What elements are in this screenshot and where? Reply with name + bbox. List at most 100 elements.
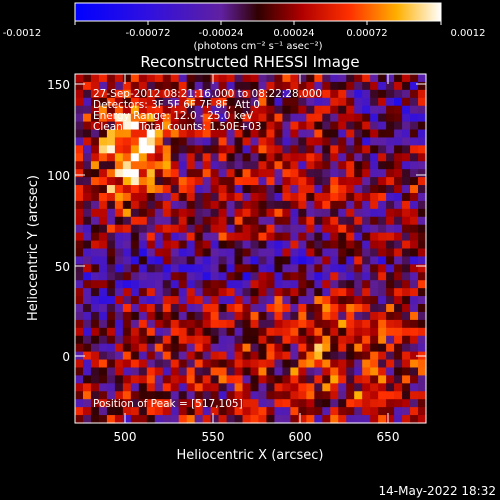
heatmap-cell (170, 129, 180, 139)
heatmap-cell (330, 248, 339, 258)
heatmap-cell (394, 399, 403, 408)
heatmap-cell (82, 272, 92, 281)
heatmap-cell (146, 240, 156, 250)
heatmap-cell (314, 288, 323, 297)
heatmap-cell (258, 319, 268, 329)
heatmap-cell (202, 113, 212, 123)
heatmap-cell (82, 161, 92, 170)
heatmap-cell (82, 177, 92, 186)
heatmap-cell (226, 335, 236, 345)
heatmap-cell (122, 248, 132, 258)
heatmap-cell (242, 343, 252, 353)
heatmap-cell (354, 248, 363, 258)
heatmap-cell (330, 319, 339, 329)
heatmap-cell (402, 81, 411, 91)
heatmap-cell (274, 137, 284, 146)
heatmap-cell (170, 240, 180, 250)
heatmap-cell (394, 89, 403, 99)
heatmap-cell (362, 121, 371, 131)
heatmap-cell (378, 145, 387, 154)
heatmap-cell (146, 367, 156, 377)
heatmap-cell (298, 113, 307, 123)
heatmap-cell (82, 327, 92, 337)
heatmap-cell (266, 74, 276, 83)
heatmap-cell (386, 264, 395, 273)
heatmap-cell (75, 240, 84, 250)
heatmap-cell (186, 177, 196, 186)
heatmap-cell (266, 407, 276, 416)
heatmap-cell (314, 192, 323, 202)
heatmap-cell (98, 129, 108, 139)
heatmap-cell (82, 105, 92, 115)
heatmap-cell (314, 335, 323, 345)
heatmap-cell (378, 343, 387, 353)
heatmap-cell (202, 161, 212, 170)
heatmap-cell (402, 375, 411, 384)
heatmap-cell (402, 415, 411, 424)
heatmap-cell (362, 272, 371, 281)
heatmap-cell (162, 97, 172, 107)
heatmap-cell (418, 343, 427, 353)
heatmap-cell (386, 224, 395, 234)
heatmap-cell (290, 169, 299, 178)
heatmap-cell (226, 327, 236, 337)
heatmap-cell (354, 192, 363, 202)
heatmap-cell (330, 113, 339, 123)
heatmap-cell (338, 208, 347, 218)
heatmap-cell (178, 304, 188, 313)
heatmap-cell (82, 192, 92, 202)
heatmap-cell (330, 304, 339, 313)
heatmap-cell (258, 415, 268, 424)
heatmap-cell (75, 375, 84, 384)
heatmap-cell (418, 375, 427, 384)
heatmap-cell (298, 351, 307, 361)
heatmap-cell (386, 97, 395, 107)
heatmap-cell (298, 74, 307, 83)
heatmap-cell (402, 240, 411, 250)
heatmap-cell (218, 97, 228, 107)
heatmap-cell (138, 304, 148, 313)
heatmap-cell (330, 208, 339, 218)
heatmap-cell (82, 335, 92, 345)
heatmap-cell (418, 335, 427, 345)
heatmap-cell (314, 200, 323, 210)
heatmap-cell (178, 232, 188, 242)
heatmap-cell (194, 296, 204, 305)
heatmap-cell (218, 391, 228, 400)
heatmap-cell (226, 81, 236, 91)
heatmap-cell (314, 264, 323, 273)
heatmap-cell (146, 383, 156, 392)
heatmap-cell (82, 224, 92, 234)
heatmap-cell (162, 383, 172, 392)
heatmap-cell (178, 335, 188, 345)
heatmap-cell (402, 391, 411, 400)
heatmap-cell (314, 304, 323, 313)
heatmap-cell (226, 256, 236, 265)
heatmap-cell (218, 232, 228, 242)
heatmap-cell (90, 200, 100, 210)
heatmap-cell (298, 216, 307, 226)
heatmap-cell (266, 327, 276, 337)
heatmap-cell (218, 359, 228, 369)
heatmap-cell (242, 97, 252, 107)
heatmap-cell (394, 280, 403, 289)
heatmap-cell (194, 288, 204, 297)
heatmap-cell (218, 137, 228, 146)
heatmap-cell (402, 208, 411, 218)
heatmap-cell (418, 256, 427, 265)
heatmap-cell (98, 311, 108, 321)
heatmap-cell (154, 311, 164, 321)
heatmap-cell (218, 383, 228, 392)
heatmap-cell (138, 399, 148, 408)
heatmap-cell (250, 415, 260, 424)
heatmap-cell (290, 311, 299, 321)
heatmap-cell (170, 192, 180, 202)
heatmap-cell (386, 311, 395, 321)
heatmap-cell (106, 407, 116, 416)
heatmap-cell (218, 319, 228, 329)
heatmap-cell (138, 224, 148, 234)
heatmap-cell (290, 383, 299, 392)
heatmap-cell (314, 383, 323, 392)
heatmap-cell (314, 327, 323, 337)
heatmap-cell (82, 256, 92, 265)
